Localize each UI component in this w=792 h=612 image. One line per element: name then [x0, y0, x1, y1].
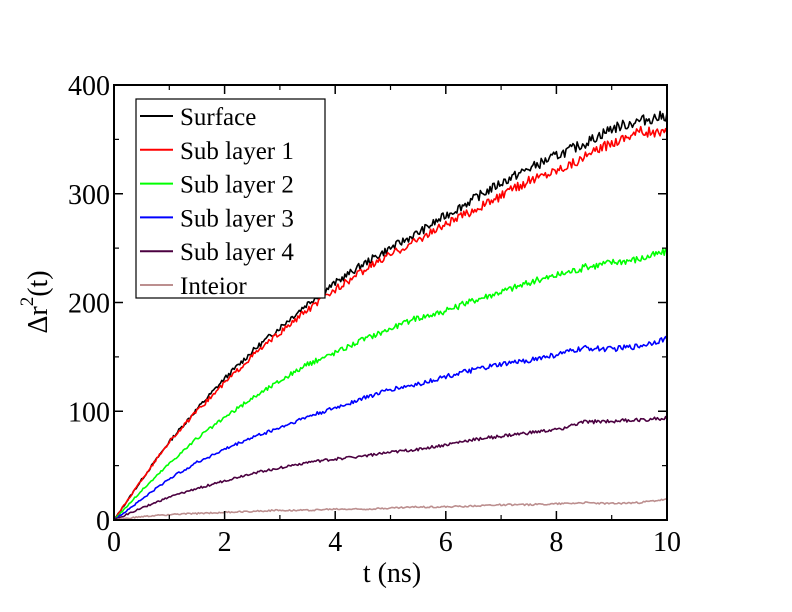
x-tick-label: 6	[439, 527, 453, 558]
legend-label-3: Sub layer 3	[180, 205, 294, 232]
series-line-2	[113, 247, 668, 521]
y-tick-label: 0	[96, 506, 110, 537]
series-layer	[113, 110, 668, 521]
legend-label-2: Sub layer 2	[180, 172, 294, 199]
y-tick-label: 200	[68, 289, 110, 320]
y-tick-label: 100	[68, 397, 110, 428]
legend-label-5: Inteior	[180, 273, 247, 300]
legend-label-0: Surface	[180, 104, 256, 131]
y-axis-label-tail: (t)	[23, 270, 54, 296]
x-tick-label: 8	[549, 527, 563, 558]
x-tick-label: 4	[328, 527, 342, 558]
legend-label-4: Sub layer 4	[180, 239, 294, 266]
series-line-3	[113, 335, 668, 521]
series-line-5	[113, 497, 668, 521]
x-tick-label: 10	[653, 527, 681, 558]
legend-label-1: Sub layer 1	[180, 138, 294, 165]
series-line-1	[113, 125, 668, 521]
y-tick-label: 400	[68, 71, 110, 102]
y-axis-label-sup: 2	[17, 297, 38, 307]
x-tick-label: 2	[218, 527, 232, 558]
y-axis-label: Δr2(t)	[17, 270, 54, 333]
y-axis-label-base: Δr	[23, 306, 54, 334]
legend-box	[135, 98, 326, 299]
legend: Surface Sub layer 1 Sub layer 2 Sub layer 3…	[135, 98, 326, 300]
svg-text:Δr2(t): Δr2(t)	[17, 270, 54, 333]
series-line-4	[113, 415, 668, 521]
x-tick-label: 0	[107, 527, 121, 558]
x-axis-label: t (ns)	[363, 558, 421, 589]
y-tick-label: 300	[68, 180, 110, 211]
